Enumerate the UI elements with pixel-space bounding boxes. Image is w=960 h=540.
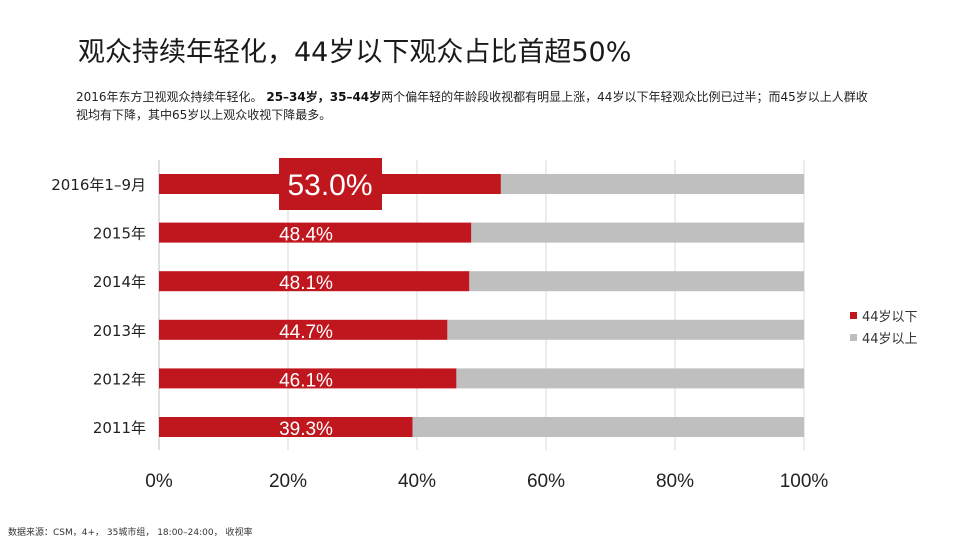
y-category-label: 2015年 (93, 225, 146, 243)
legend-swatch-under44 (850, 311, 857, 319)
page-title: 观众持续年轻化，44岁以下观众占比首超50% (78, 37, 632, 68)
legend-label-over44: 44岁以上 (862, 331, 918, 347)
legend-swatch-over44 (850, 333, 857, 341)
x-tick-label: 40% (398, 471, 436, 492)
x-tick-label: 80% (656, 471, 694, 492)
highlight-label-box (279, 158, 382, 210)
bar-under44 (159, 271, 470, 292)
bar-over44 (412, 417, 804, 437)
data-label: 48.4% (279, 225, 333, 246)
y-category-label: 2014年 (93, 273, 146, 291)
bar-over44 (447, 319, 804, 340)
y-category-label: 2011年 (93, 419, 146, 437)
subtitle: 2016年东方卫视观众持续年轻化。 25–34岁，35–44岁两个偏年轻的年龄段… (76, 88, 876, 124)
bar-over44 (471, 222, 804, 243)
x-tick-label: 0% (145, 471, 173, 492)
y-category-label: 2013年 (93, 322, 146, 340)
source-footnote: 数据来源：CSM，4+， 35城市组， 18:00–24:00， 收视率 (8, 528, 253, 538)
legend-item-under44: 44岁以下 (850, 304, 918, 326)
bar-under44 (159, 222, 472, 243)
bar-over44 (500, 174, 804, 194)
x-tick-label: 20% (269, 471, 307, 492)
x-tick-label: 60% (527, 471, 565, 492)
subtitle-part-2: 两个偏年轻的年龄段收视都有明显上涨，44岁以下年轻观众比例已过半；而45岁以上人… (76, 90, 868, 122)
data-label: 46.1% (279, 370, 333, 391)
data-label: 48.1% (279, 273, 333, 294)
data-label: 44.7% (279, 322, 333, 343)
data-label: 39.3% (279, 419, 333, 440)
bar-under44 (159, 417, 413, 437)
chart-legend: 44岁以下 44岁以上 (850, 304, 918, 348)
y-category-label: 2016年1–9月 (51, 176, 146, 194)
subtitle-part-1: 2016年东方卫视观众持续年轻化。 (76, 90, 267, 104)
bar-under44 (159, 319, 448, 340)
x-tick-label: 100% (780, 471, 829, 492)
bar-over44 (456, 368, 804, 389)
legend-item-over44: 44岁以上 (850, 326, 918, 348)
y-category-label: 2012年 (93, 370, 146, 388)
data-label-highlight: 53.0% (287, 169, 372, 202)
legend-label-under44: 44岁以下 (862, 309, 918, 325)
bar-under44 (159, 368, 457, 389)
bar-over44 (469, 271, 804, 292)
subtitle-bold: 25–34岁，35–44岁 (266, 90, 382, 104)
